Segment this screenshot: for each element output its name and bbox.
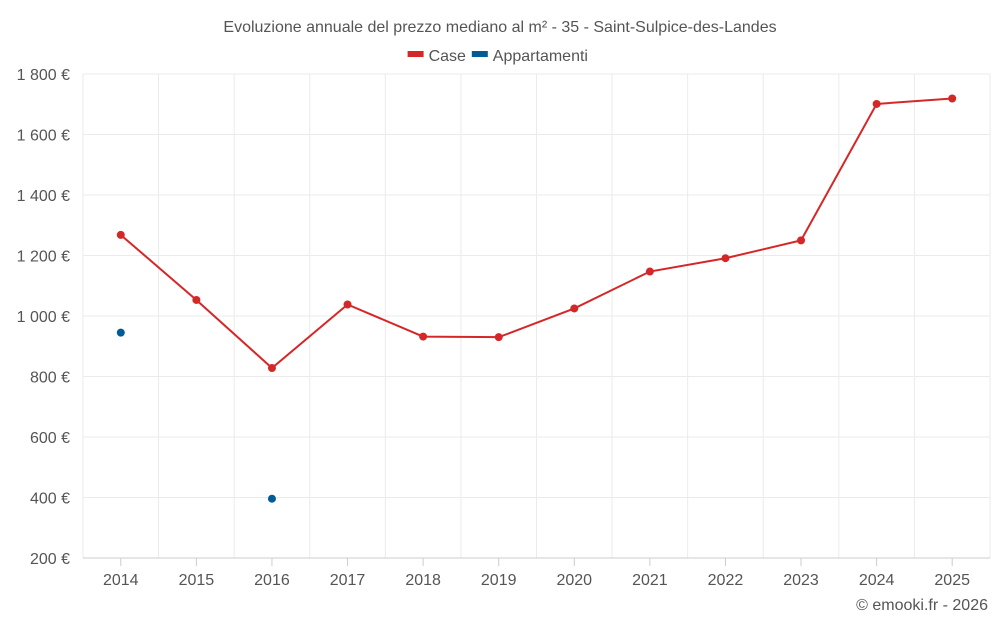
y-tick-label: 800 €	[30, 370, 70, 387]
x-tick-label: 2025	[934, 572, 970, 589]
y-tick-label: 200 €	[30, 551, 70, 568]
data-point-case[interactable]	[797, 236, 806, 245]
data-point-case[interactable]	[419, 332, 428, 341]
data-point-appartamenti[interactable]	[267, 494, 276, 503]
credit-text: © emooki.fr - 2026	[856, 597, 988, 614]
x-axis: 2014 2015 2016 2017 2018 2019 2020 2021 2022 2023…	[83, 557, 990, 589]
x-tick-label: 2018	[405, 572, 441, 589]
grid	[82, 73, 991, 559]
y-tick-label: 400 €	[30, 491, 70, 508]
legend-swatch-case[interactable]	[407, 51, 424, 57]
data-point-case[interactable]	[570, 304, 579, 313]
y-tick-label: 1 000 €	[17, 309, 70, 326]
x-tick-label: 2021	[632, 572, 668, 589]
data-point-case[interactable]	[494, 333, 503, 342]
y-tick-label: 1 400 €	[17, 188, 70, 205]
x-tick-label: 2022	[708, 572, 744, 589]
x-tick-label: 2016	[254, 572, 290, 589]
y-tick-label: 1 600 €	[17, 128, 70, 145]
legend-label-appartamenti[interactable]: Appartamenti	[493, 48, 588, 65]
data-point-case[interactable]	[721, 254, 730, 263]
x-tick-label: 2017	[330, 572, 366, 589]
legend-swatch-appartamenti[interactable]	[471, 51, 488, 57]
data-point-case[interactable]	[948, 94, 957, 103]
x-tick-label: 2014	[103, 572, 139, 589]
x-tick-label: 2024	[859, 572, 895, 589]
plot-area	[116, 94, 957, 503]
data-point-case[interactable]	[267, 364, 276, 373]
y-tick-label: 600 €	[30, 430, 70, 447]
y-axis: 200 € 400 € 600 € 800 € 1 000 € 1 200 € 1 400 …	[17, 67, 70, 568]
x-tick-label: 2015	[179, 572, 215, 589]
chart-title: Evoluzione annuale del prezzo mediano al…	[223, 19, 776, 36]
x-tick-label: 2023	[783, 572, 819, 589]
data-point-case[interactable]	[343, 300, 352, 309]
legend-label-case[interactable]: Case	[429, 48, 466, 65]
y-tick-label: 1 200 €	[17, 249, 70, 266]
series-line-case	[120, 97, 953, 370]
y-tick-label: 1 800 €	[17, 67, 70, 84]
data-point-case[interactable]	[872, 99, 881, 108]
data-point-appartamenti[interactable]	[116, 328, 125, 337]
legend: Case Appartamenti	[407, 48, 588, 65]
x-tick-label: 2019	[481, 572, 517, 589]
x-tick-label: 2020	[556, 572, 592, 589]
data-point-case[interactable]	[192, 295, 201, 304]
data-point-case[interactable]	[116, 230, 125, 239]
data-point-case[interactable]	[645, 267, 654, 276]
